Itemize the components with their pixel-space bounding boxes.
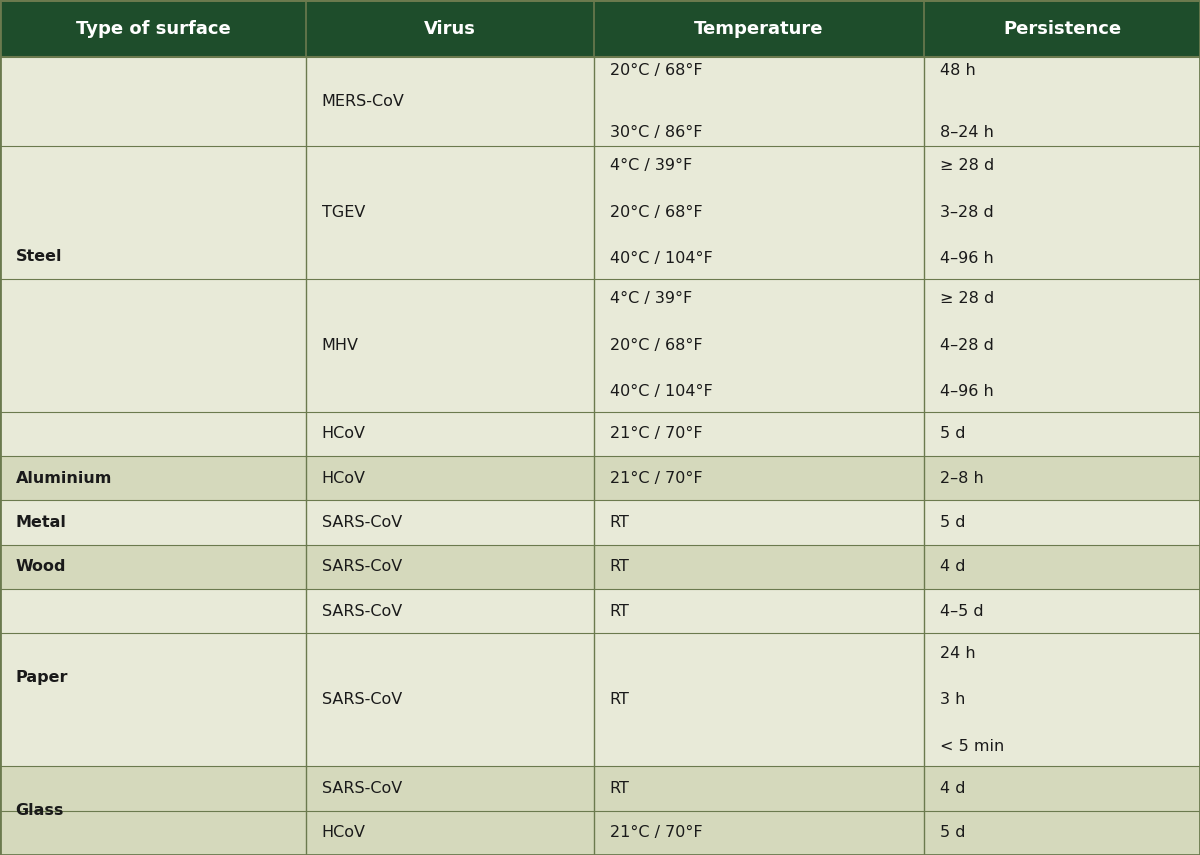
Text: Aluminium: Aluminium	[16, 471, 112, 486]
Text: 20°C / 68°F: 20°C / 68°F	[610, 63, 702, 78]
Text: 5 d: 5 d	[940, 825, 965, 840]
Bar	[0, 766, 1200, 811]
Bar	[0, 456, 1200, 500]
Text: SARS-CoV: SARS-CoV	[322, 559, 402, 575]
Bar	[0, 811, 1200, 855]
Text: HCoV: HCoV	[322, 471, 366, 486]
Text: 40°C / 104°F: 40°C / 104°F	[610, 385, 713, 399]
Text: 4°C / 39°F: 4°C / 39°F	[610, 292, 692, 306]
Text: Metal: Metal	[16, 515, 66, 530]
Bar	[0, 146, 1200, 279]
Text: Virus: Virus	[424, 20, 476, 38]
Text: Type of surface: Type of surface	[76, 20, 230, 38]
Bar	[0, 279, 1200, 412]
Text: MERS-CoV: MERS-CoV	[322, 94, 404, 109]
Text: 20°C / 68°F: 20°C / 68°F	[610, 338, 702, 353]
Text: SARS-CoV: SARS-CoV	[322, 515, 402, 530]
Bar	[0, 57, 1200, 146]
Text: 8–24 h: 8–24 h	[940, 125, 994, 140]
Text: Wood: Wood	[16, 559, 66, 575]
Text: 4°C / 39°F: 4°C / 39°F	[610, 158, 692, 174]
Text: Glass: Glass	[16, 803, 64, 818]
Text: 3–28 d: 3–28 d	[940, 205, 994, 220]
Text: 48 h: 48 h	[940, 63, 976, 78]
Bar	[0, 545, 1200, 589]
Text: Steel: Steel	[16, 249, 62, 264]
Text: 5 d: 5 d	[940, 427, 965, 441]
Text: 24 h: 24 h	[940, 646, 976, 661]
Text: RT: RT	[610, 604, 630, 619]
Text: < 5 min: < 5 min	[940, 739, 1004, 754]
Bar	[0, 589, 1200, 634]
Text: 4 d: 4 d	[940, 559, 965, 575]
Text: HCoV: HCoV	[322, 825, 366, 840]
Text: RT: RT	[610, 781, 630, 796]
Text: RT: RT	[610, 515, 630, 530]
Text: SARS-CoV: SARS-CoV	[322, 693, 402, 707]
Bar	[0, 0, 1200, 57]
Text: 4–96 h: 4–96 h	[940, 385, 994, 399]
Text: 4–96 h: 4–96 h	[940, 251, 994, 267]
Text: TGEV: TGEV	[322, 205, 365, 220]
Text: 4–28 d: 4–28 d	[940, 338, 994, 353]
Text: MHV: MHV	[322, 338, 359, 353]
Text: 40°C / 104°F: 40°C / 104°F	[610, 251, 713, 267]
Text: Paper: Paper	[16, 670, 68, 685]
Text: HCoV: HCoV	[322, 427, 366, 441]
Text: SARS-CoV: SARS-CoV	[322, 781, 402, 796]
Text: Temperature: Temperature	[695, 20, 823, 38]
Text: 4–5 d: 4–5 d	[940, 604, 983, 619]
Text: 20°C / 68°F: 20°C / 68°F	[610, 205, 702, 220]
Text: 5 d: 5 d	[940, 515, 965, 530]
Text: 2–8 h: 2–8 h	[940, 471, 983, 486]
Text: 21°C / 70°F: 21°C / 70°F	[610, 471, 702, 486]
Bar	[0, 412, 1200, 456]
Text: ≥ 28 d: ≥ 28 d	[940, 292, 994, 306]
Text: 30°C / 86°F: 30°C / 86°F	[610, 125, 702, 140]
Text: 21°C / 70°F: 21°C / 70°F	[610, 427, 702, 441]
Text: Persistence: Persistence	[1003, 20, 1121, 38]
Text: SARS-CoV: SARS-CoV	[322, 604, 402, 619]
Text: 21°C / 70°F: 21°C / 70°F	[610, 825, 702, 840]
Text: ≥ 28 d: ≥ 28 d	[940, 158, 994, 174]
Text: 4 d: 4 d	[940, 781, 965, 796]
Bar	[0, 634, 1200, 766]
Text: 3 h: 3 h	[940, 693, 965, 707]
Bar	[0, 500, 1200, 545]
Text: RT: RT	[610, 559, 630, 575]
Text: RT: RT	[610, 693, 630, 707]
